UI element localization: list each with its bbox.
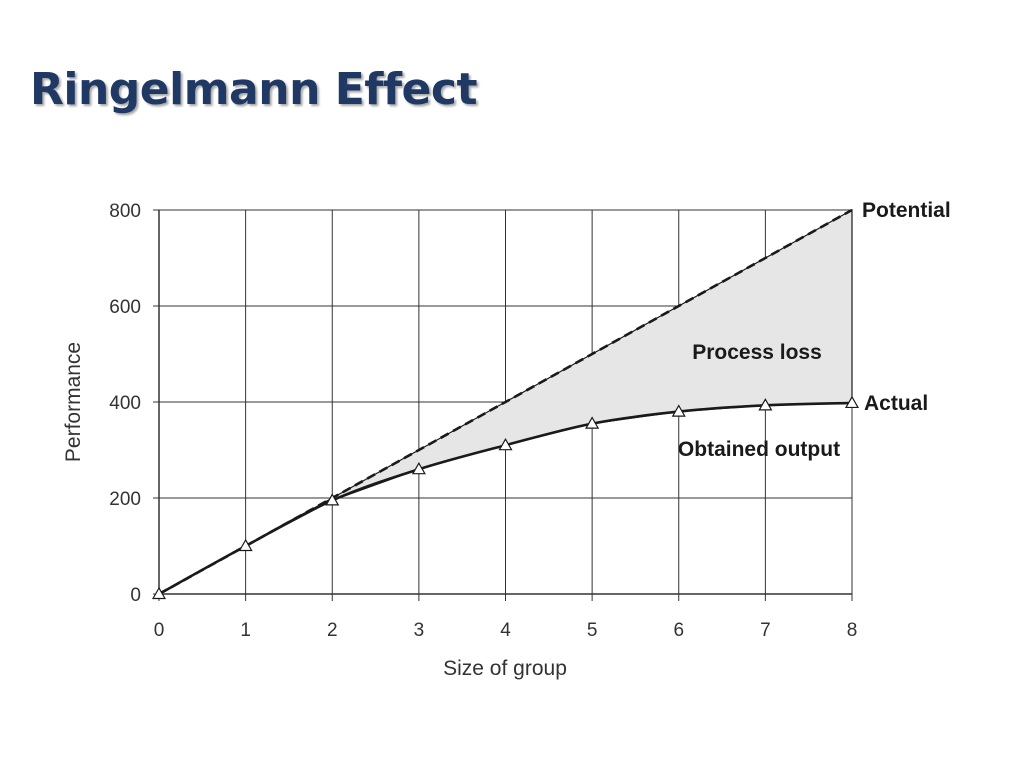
x-tick-label: 0: [154, 620, 165, 641]
y-tick-label: 800: [109, 201, 141, 222]
actual-data-point: [498, 437, 513, 451]
actual-data-point: [844, 395, 860, 409]
y-tick-label: 400: [109, 393, 141, 414]
x-axis-title: Size of group: [443, 657, 567, 680]
x-tick-label: 5: [587, 620, 598, 641]
y-axis-title: Performance: [62, 342, 85, 462]
process-loss-label: Process loss: [692, 341, 822, 364]
y-tick-label: 0: [130, 585, 141, 606]
actual-data-point: [411, 461, 426, 475]
actual-markers: [151, 395, 860, 600]
obtained-output-label: Obtained output: [678, 438, 840, 461]
y-tick-label: 200: [109, 489, 141, 510]
x-tick-label: 7: [760, 620, 771, 641]
actual-data-point: [671, 404, 686, 417]
actual-data-point: [585, 416, 600, 429]
x-tick-label: 1: [240, 620, 251, 641]
axes: [158, 210, 852, 595]
actual-data-point: [325, 493, 340, 506]
x-tick-label: 3: [414, 620, 425, 641]
x-tick-label: 2: [327, 620, 338, 641]
slide-title: Ringelmann Effect: [30, 64, 478, 115]
actual-data-point: [758, 398, 773, 411]
actual-data-point: [151, 586, 167, 600]
x-tick-label: 4: [500, 620, 511, 641]
x-tick-label: 6: [673, 620, 684, 641]
potential-series-label: Potential: [862, 199, 951, 222]
x-tick-label: 8: [847, 620, 858, 641]
actual-data-point: [238, 538, 253, 552]
actual-series-label: Actual: [864, 392, 928, 415]
tick-labels: 0 1 2 3 4 5 6 7 8 0 200 400 600 800: [109, 201, 857, 641]
y-tick-label: 600: [109, 297, 141, 318]
